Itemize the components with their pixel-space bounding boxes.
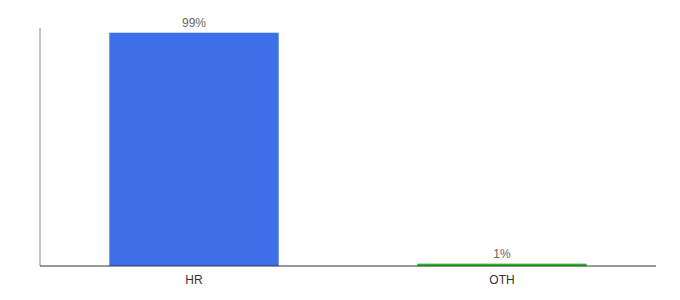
chart: HR OTH 99% 1% [0, 0, 680, 300]
bar [109, 33, 278, 266]
y-axis-line [40, 28, 41, 266]
x-axis-line [40, 265, 656, 266]
x-tick-label: OTH [489, 273, 514, 287]
data-label: 99% [182, 16, 206, 30]
bars [109, 33, 586, 266]
x-tick-labels: HR OTH [185, 273, 514, 287]
x-tick-label: HR [185, 273, 203, 287]
data-label: 1% [493, 247, 511, 261]
data-labels: 99% 1% [182, 16, 511, 261]
chart-container: HR OTH 99% 1% [0, 0, 680, 300]
